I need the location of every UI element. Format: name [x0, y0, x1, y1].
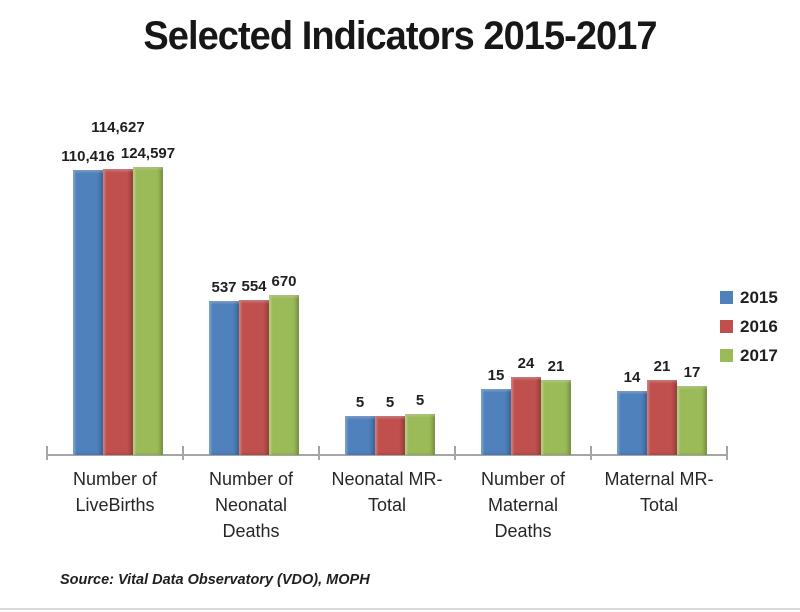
data-label: 5: [355, 394, 365, 412]
bar-2016: [511, 377, 541, 455]
category-label: Number of Maternal Deaths: [448, 466, 598, 544]
legend-item: 2016: [720, 312, 778, 341]
source-note: Source: Vital Data Observatory (VDO), MO…: [60, 572, 370, 588]
bar-2017: [405, 413, 435, 455]
legend-label: 2017: [740, 345, 778, 365]
data-label: 110,416: [61, 148, 115, 166]
bar-2015: [481, 388, 511, 455]
bar-2015: [209, 300, 239, 455]
data-label: 24: [517, 355, 535, 373]
chart-title: Selected Indicators 2015-2017: [143, 14, 657, 58]
legend: 2015 2016 2017: [720, 283, 778, 370]
category-label-line: Number of: [208, 469, 294, 489]
data-label: 670: [271, 273, 297, 291]
data-label: 537: [211, 278, 237, 296]
bar-2015: [73, 170, 103, 455]
data-label: 15: [487, 366, 505, 384]
bar-2017: [269, 295, 299, 455]
legend-item: 2017: [720, 341, 778, 370]
data-label: 5: [415, 391, 425, 409]
legend-swatch-2016: [720, 320, 733, 333]
legend-swatch-2017: [720, 349, 733, 362]
data-label: 554: [241, 277, 267, 295]
x-axis-line: [47, 454, 728, 456]
category-label: Maternal MR- Total: [584, 466, 734, 518]
bar-2016: [103, 169, 133, 455]
data-label: 5: [385, 394, 395, 412]
bar-2016: [375, 416, 405, 455]
category-label-line: Number of: [480, 469, 566, 489]
axis-tick-mark: [454, 446, 456, 460]
category-label-line: Total: [639, 495, 679, 515]
category-label: Number of LiveBirths: [40, 466, 190, 518]
category-label-line: Total: [367, 495, 407, 515]
bar-2017: [133, 167, 163, 455]
category-label: Number of Neonatal Deaths: [176, 466, 326, 544]
data-label: 14: [623, 368, 641, 386]
category-label-line: Maternal: [487, 495, 559, 515]
legend-label: 2016: [740, 316, 778, 336]
bar-2016: [647, 380, 677, 455]
legend-label: 2015: [740, 287, 778, 307]
category-label-line: Maternal MR-: [604, 469, 714, 489]
data-label: 17: [683, 363, 701, 381]
axis-tick-mark: [318, 446, 320, 460]
category-label-line: Neonatal: [214, 495, 288, 515]
bottom-edge-line: [0, 608, 800, 610]
category-label-line: Deaths: [222, 521, 280, 541]
category-label-line: LiveBirths: [75, 495, 155, 515]
category-label-line: Number of: [72, 469, 158, 489]
data-label: 114,627: [91, 119, 145, 137]
bar-2015: [345, 416, 375, 455]
legend-item: 2015: [720, 283, 778, 312]
axis-tick-mark: [46, 446, 48, 460]
data-label: 21: [653, 358, 671, 376]
bar-2017: [677, 385, 707, 455]
legend-swatch-2015: [720, 291, 733, 304]
category-label: Neonatal MR- Total: [312, 466, 462, 518]
category-label-line: Neonatal MR-: [331, 469, 443, 489]
data-label: 21: [547, 358, 565, 376]
axis-tick-mark: [590, 446, 592, 460]
bar-2016: [239, 299, 269, 455]
category-label-line: Deaths: [494, 521, 552, 541]
data-label: 124,597: [120, 145, 176, 163]
axis-tick-mark: [182, 446, 184, 460]
bar-2017: [541, 380, 571, 455]
axis-tick-mark: [726, 446, 728, 460]
bar-2015: [617, 390, 647, 455]
